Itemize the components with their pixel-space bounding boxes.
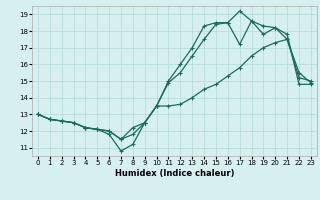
X-axis label: Humidex (Indice chaleur): Humidex (Indice chaleur) (115, 169, 234, 178)
